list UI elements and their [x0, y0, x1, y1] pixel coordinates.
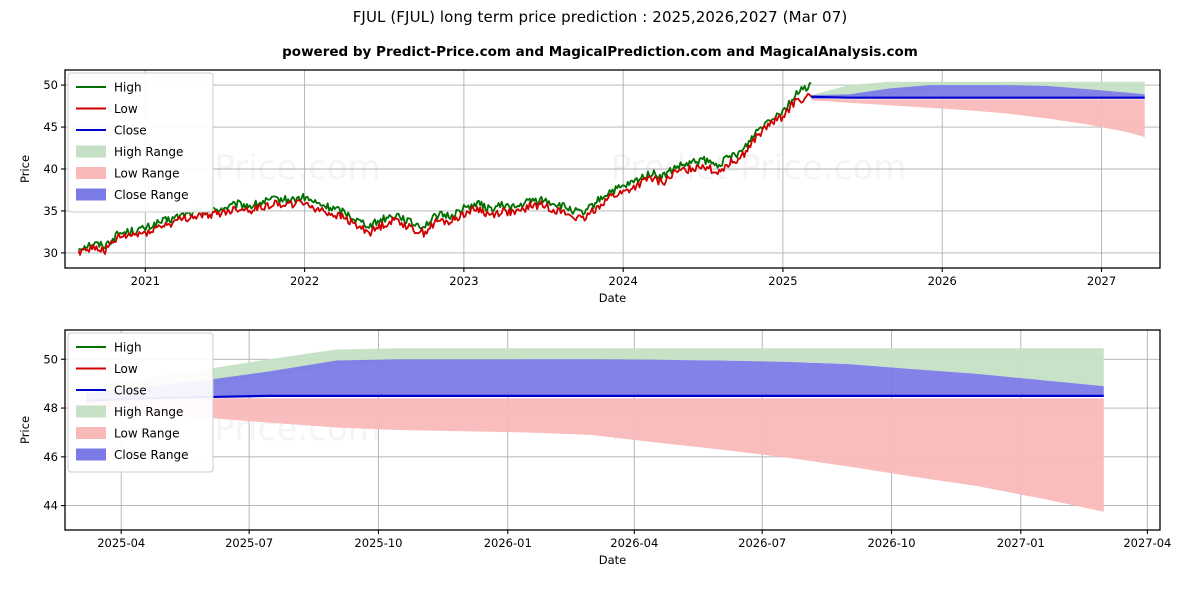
series-low — [77, 92, 812, 256]
band-low-range — [86, 398, 1104, 512]
svg-text:2021: 2021 — [131, 274, 160, 288]
svg-text:50: 50 — [43, 352, 58, 366]
legend-patch-swatch — [76, 145, 106, 158]
overview-chart-panel: Predict-Price.com Predict-Price.com 30 35 40… — [0, 62, 1200, 317]
legend-label: Low Range — [114, 427, 179, 441]
svg-text:40: 40 — [43, 162, 58, 176]
legend-item-low[interactable]: Low — [76, 362, 138, 376]
legend-label: High Range — [114, 405, 183, 419]
legend-item-close-range[interactable]: Close Range — [76, 448, 189, 462]
y-axis-label: Price — [18, 416, 32, 444]
svg-text:2026-10: 2026-10 — [867, 536, 915, 550]
svg-text:2027-04: 2027-04 — [1123, 536, 1171, 550]
band-close-range — [86, 359, 1104, 401]
legend[interactable]: High Low Close High Range Low Range Close Ran… — [67, 332, 214, 473]
svg-text:2027: 2027 — [1087, 274, 1116, 288]
legend-patch-swatch — [76, 427, 106, 439]
svg-text:2022: 2022 — [290, 274, 319, 288]
svg-text:2024: 2024 — [609, 274, 638, 288]
legend-item-high[interactable]: High — [76, 341, 142, 355]
svg-text:2026: 2026 — [928, 274, 957, 288]
legend-item-low[interactable]: Low — [76, 102, 138, 116]
svg-text:2026-07: 2026-07 — [738, 536, 786, 550]
svg-text:35: 35 — [43, 204, 58, 218]
legend-label: High — [114, 341, 142, 355]
legend[interactable]: High Low Close High Range Low Range Close Ran… — [67, 72, 214, 213]
legend-item-high-range[interactable]: High Range — [76, 405, 183, 419]
page-subtitle: powered by Predict-Price.com and Magical… — [282, 44, 918, 60]
legend-item-high[interactable]: High — [76, 81, 142, 95]
svg-text:46: 46 — [43, 450, 58, 464]
svg-text:48: 48 — [43, 401, 58, 415]
y-axis-label: Price — [18, 155, 32, 183]
band-high-range — [86, 348, 1104, 396]
forecast-detail-plot: Predict-Price.comPredict-Price.com444648… — [18, 329, 1171, 567]
overview-plot: Predict-Price.com Predict-Price.com303540… — [18, 69, 1161, 305]
svg-text:50: 50 — [43, 78, 58, 92]
svg-text:2025-07: 2025-07 — [225, 536, 273, 550]
legend-patch-swatch — [76, 448, 106, 461]
legend-item-high-range[interactable]: High Range — [76, 145, 183, 159]
svg-text:2026-04: 2026-04 — [610, 536, 658, 550]
x-axis-label: Date — [599, 291, 627, 305]
legend-label: Close — [114, 384, 147, 398]
svg-text:2023: 2023 — [449, 274, 478, 288]
x-axis: 2025-04 2025-07 2025-10 2026-01 2026-04 2026-… — [97, 530, 1171, 550]
legend-label: High — [114, 81, 142, 95]
legend-label: Low Range — [114, 167, 179, 181]
forecast-detail-chart-panel: Predict-Price.comPredict-Price.com444648… — [0, 320, 1200, 600]
page-title: FJUL (FJUL) long term price prediction :… — [352, 8, 848, 26]
x-axis: 2021 2022 2023 2024 2025 2026 2027 — [131, 268, 1116, 288]
svg-text:30: 30 — [43, 246, 58, 260]
legend-label: Close Range — [114, 448, 189, 462]
svg-text:2025-10: 2025-10 — [354, 536, 402, 550]
series-close — [811, 95, 1145, 99]
svg-text:2026-01: 2026-01 — [484, 536, 532, 550]
legend-label: Low — [114, 102, 138, 116]
legend-item-close-range[interactable]: Close Range — [76, 188, 189, 202]
svg-text:2025-04: 2025-04 — [97, 536, 145, 550]
y-axis: 44 46 48 50 — [43, 352, 65, 513]
legend-item-close[interactable]: Close — [76, 384, 147, 398]
legend-item-low-range[interactable]: Low Range — [76, 427, 179, 441]
legend-item-low-range[interactable]: Low Range — [76, 167, 179, 181]
legend-label: Close Range — [114, 188, 189, 202]
svg-text:45: 45 — [43, 120, 58, 134]
legend-patch-swatch — [76, 167, 106, 179]
x-axis-label: Date — [599, 553, 627, 567]
band-low-range — [811, 98, 1145, 138]
y-axis: 30 35 40 45 50 — [43, 78, 65, 260]
legend-item-close[interactable]: Close — [76, 124, 147, 138]
svg-text:Predict-Price.com: Predict-Price.com — [611, 148, 907, 188]
legend-patch-swatch — [76, 405, 106, 418]
svg-text:44: 44 — [43, 499, 58, 513]
svg-text:2027-01: 2027-01 — [997, 536, 1045, 550]
legend-label: Low — [114, 362, 138, 376]
series-close — [86, 394, 1104, 402]
band-close-range — [811, 85, 1145, 99]
legend-label: High Range — [114, 145, 183, 159]
legend-patch-swatch — [76, 188, 106, 201]
svg-text:2025: 2025 — [768, 274, 797, 288]
legend-label: Close — [114, 124, 147, 138]
